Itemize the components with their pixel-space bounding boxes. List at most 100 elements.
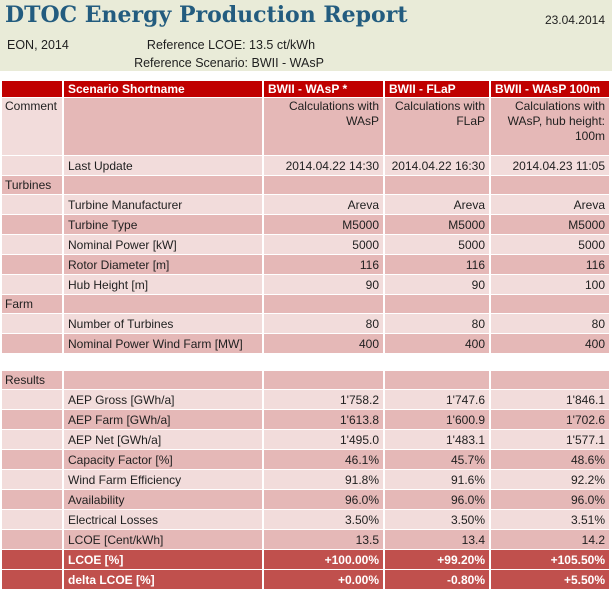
row-label: Hub Height [m]	[64, 275, 262, 294]
row-label: Rotor Diameter [m]	[64, 255, 262, 274]
section-row: Turbines	[2, 176, 609, 194]
row-label: Turbine Type	[64, 215, 262, 234]
cell-value: 90	[264, 275, 383, 294]
table-header-row: Scenario Shortname BWII - WAsP * BWII - FL…	[2, 81, 609, 97]
row-lead-cell	[2, 275, 62, 294]
row-label: Last Update	[64, 156, 262, 175]
cell-value	[264, 176, 383, 194]
cell-value: +0.00%	[264, 570, 383, 589]
row-label: Capacity Factor [%]	[64, 450, 262, 469]
cell-value: 100	[491, 275, 609, 294]
row-label: Wind Farm Efficiency	[64, 470, 262, 489]
cell-value: 116	[491, 255, 609, 274]
table-row: Number of Turbines 80 80 80	[2, 314, 609, 333]
row-lead-cell	[2, 156, 62, 175]
row-lead-cell	[2, 490, 62, 509]
section-label: Comment	[2, 98, 62, 155]
row-lead-cell	[2, 354, 62, 370]
table-row: Turbine Manufacturer Areva Areva Areva	[2, 195, 609, 214]
cell-value: 116	[264, 255, 383, 274]
row-lead-cell	[2, 390, 62, 409]
cell-value: 2014.04.22 14:30	[264, 156, 383, 175]
cell-value	[264, 371, 383, 389]
cell-value: 3.50%	[264, 510, 383, 529]
row-lead-cell	[2, 470, 62, 489]
cell-value: +99.20%	[385, 550, 489, 569]
column-header: BWII - WAsP *	[264, 81, 383, 97]
row-lead-cell	[2, 430, 62, 449]
column-header: BWII - FLaP	[385, 81, 489, 97]
cell-value: 1'758.2	[264, 390, 383, 409]
row-lead-cell	[2, 570, 62, 589]
column-header: Scenario Shortname	[64, 81, 262, 97]
cell-value: 1'702.6	[491, 410, 609, 429]
table-row: Availability 96.0% 96.0% 96.0%	[2, 490, 609, 509]
spacer-row	[2, 354, 609, 370]
table-row: Wind Farm Efficiency 91.8% 91.6% 92.2%	[2, 470, 609, 489]
row-label	[64, 371, 262, 389]
company-label: EON, 2014	[7, 38, 69, 52]
row-label: LCOE [%]	[64, 550, 262, 569]
cell-value	[264, 354, 383, 370]
cell-value: 45.7%	[385, 450, 489, 469]
cell-value: M5000	[491, 215, 609, 234]
row-lead-cell	[2, 215, 62, 234]
cell-value: +105.50%	[491, 550, 609, 569]
row-label: AEP Net [GWh/a]	[64, 430, 262, 449]
row-lead-cell	[2, 255, 62, 274]
row-lead-cell	[2, 195, 62, 214]
table-row: AEP Net [GWh/a] 1'495.0 1'483.1 1'577.1	[2, 430, 609, 449]
row-label: Nominal Power Wind Farm [MW]	[64, 334, 262, 353]
cell-value: 14.2	[491, 530, 609, 549]
cell-value: 2014.04.23 11:05	[491, 156, 609, 175]
cell-value: 1'613.8	[264, 410, 383, 429]
cell-value: Areva	[491, 195, 609, 214]
cell-value: Areva	[264, 195, 383, 214]
comment-row: Comment Calculations with WAsP Calculation…	[2, 98, 609, 155]
cell-value: 80	[491, 314, 609, 333]
cell-value: 5000	[385, 235, 489, 254]
cell-value: Calculations with WAsP	[264, 98, 383, 155]
row-lead-cell	[2, 510, 62, 529]
cell-value	[385, 176, 489, 194]
reference-lcoe-label: Reference LCOE: 13.5 ct/kWh	[146, 38, 316, 52]
section-row: Results	[2, 371, 609, 389]
cell-value: 13.4	[385, 530, 489, 549]
cell-value: 96.0%	[491, 490, 609, 509]
table-row: Nominal Power Wind Farm [MW] 400 400 400	[2, 334, 609, 353]
row-lead-cell	[2, 530, 62, 549]
cell-value: Calculations with WAsP, hub height: 100m	[491, 98, 609, 155]
report-banner: DTOC Energy Production Report 23.04.2014…	[0, 0, 612, 71]
row-lead-cell	[2, 410, 62, 429]
row-label: delta LCOE [%]	[64, 570, 262, 589]
cell-value: 96.0%	[385, 490, 489, 509]
cell-value: 80	[385, 314, 489, 333]
row-label	[64, 295, 262, 313]
table-row: Hub Height [m] 90 90 100	[2, 275, 609, 294]
cell-value: 48.6%	[491, 450, 609, 469]
row-label: LCOE [Cent/kWh]	[64, 530, 262, 549]
cell-value: 400	[264, 334, 383, 353]
cell-value: 116	[385, 255, 489, 274]
cell-value: 400	[385, 334, 489, 353]
cell-value: 1'747.6	[385, 390, 489, 409]
cell-value: 1'846.1	[491, 390, 609, 409]
row-lead-cell	[2, 314, 62, 333]
cell-value: 400	[491, 334, 609, 353]
cell-value: 2014.04.22 16:30	[385, 156, 489, 175]
cell-value: 91.8%	[264, 470, 383, 489]
cell-value: +5.50%	[491, 570, 609, 589]
cell-value: Areva	[385, 195, 489, 214]
cell-value: -0.80%	[385, 570, 489, 589]
cell-value	[264, 295, 383, 313]
cell-value	[491, 371, 609, 389]
cell-value: 1'600.9	[385, 410, 489, 429]
table-row: AEP Farm [GWh/a] 1'613.8 1'600.9 1'702.6	[2, 410, 609, 429]
cell-value: 91.6%	[385, 470, 489, 489]
row-label	[64, 98, 262, 155]
row-label	[64, 176, 262, 194]
cell-value: 5000	[491, 235, 609, 254]
report-date: 23.04.2014	[544, 13, 605, 27]
report-table: Scenario Shortname BWII - WAsP * BWII - FL…	[0, 80, 611, 590]
header-corner-cell	[2, 81, 62, 97]
